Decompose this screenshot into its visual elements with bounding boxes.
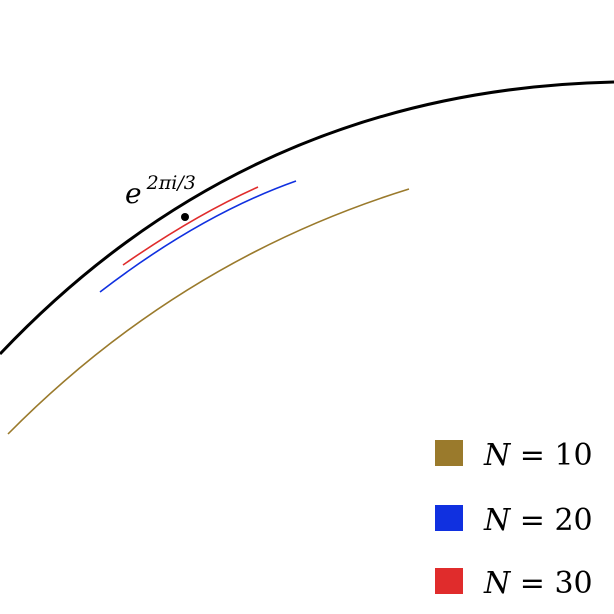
legend-swatch-n20 (435, 505, 463, 531)
legend-swatch-n30 (435, 568, 463, 594)
legend: N = 10 N = 20 N = 30 (435, 438, 593, 601)
curve-n30 (122, 186, 259, 266)
curve-n10 (7, 188, 410, 435)
legend-label-n20: N = 20 (483, 503, 593, 538)
legend-item-n30: N = 30 (435, 566, 593, 601)
point-label: e 2πi/3 (125, 172, 196, 210)
legend-item-n20: N = 20 (435, 503, 593, 538)
legend-item-n10: N = 10 (435, 438, 593, 473)
point-label-base: e (125, 177, 142, 210)
point-e-2pi-i-over-3 (181, 213, 189, 221)
legend-label-n30: N = 30 (483, 566, 593, 601)
unit-circle-arc (0, 80, 614, 356)
legend-swatch-n10 (435, 440, 463, 466)
legend-label-n10: N = 10 (483, 438, 593, 473)
curve-n20 (99, 180, 297, 293)
point-label-exponent: 2πi/3 (146, 172, 196, 194)
